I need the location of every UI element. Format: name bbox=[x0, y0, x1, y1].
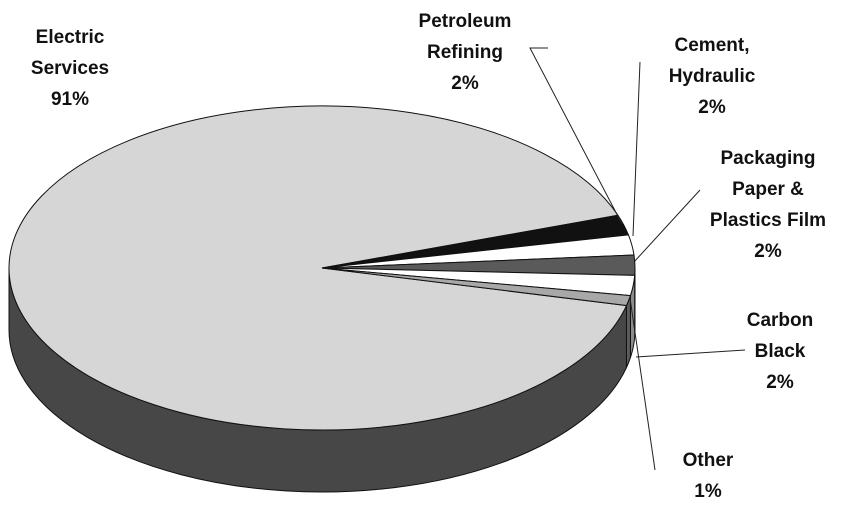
value-label: 2% bbox=[698, 97, 726, 118]
leader-line bbox=[635, 349, 746, 358]
slice-label: Electric Services 91% bbox=[10, 22, 130, 115]
leader-line bbox=[632, 61, 641, 237]
slice bbox=[321, 267, 632, 307]
category-name: Other bbox=[682, 450, 734, 471]
slice-label: Packaging Paper & Plastics Film 2% bbox=[698, 143, 838, 267]
leader-line bbox=[633, 189, 701, 263]
leader-line bbox=[629, 297, 656, 471]
value-label: 1% bbox=[694, 481, 722, 502]
category-name: Packaging Paper & Plastics Film bbox=[709, 148, 827, 231]
slice-label: Other 1% bbox=[673, 445, 743, 506]
value-label: 2% bbox=[766, 372, 794, 393]
category-name: Electric Services bbox=[30, 27, 110, 79]
value-label: 2% bbox=[754, 241, 782, 262]
leader-lines bbox=[529, 47, 746, 471]
leader-line bbox=[529, 47, 623, 225]
category-name: Carbon Black bbox=[746, 310, 814, 362]
value-label: 2% bbox=[451, 73, 479, 94]
slice-label: Cement, Hydraulic 2% bbox=[652, 30, 772, 123]
slice-side bbox=[625, 295, 631, 368]
value-label: 91% bbox=[50, 89, 90, 110]
slices bbox=[8, 105, 636, 493]
slice bbox=[8, 105, 628, 431]
slice-label: Carbon Black 2% bbox=[740, 305, 820, 398]
slice-label: Petroleum Refining 2% bbox=[400, 6, 530, 99]
category-name: Cement, Hydraulic bbox=[668, 35, 756, 87]
category-name: Petroleum Refining bbox=[418, 11, 512, 63]
